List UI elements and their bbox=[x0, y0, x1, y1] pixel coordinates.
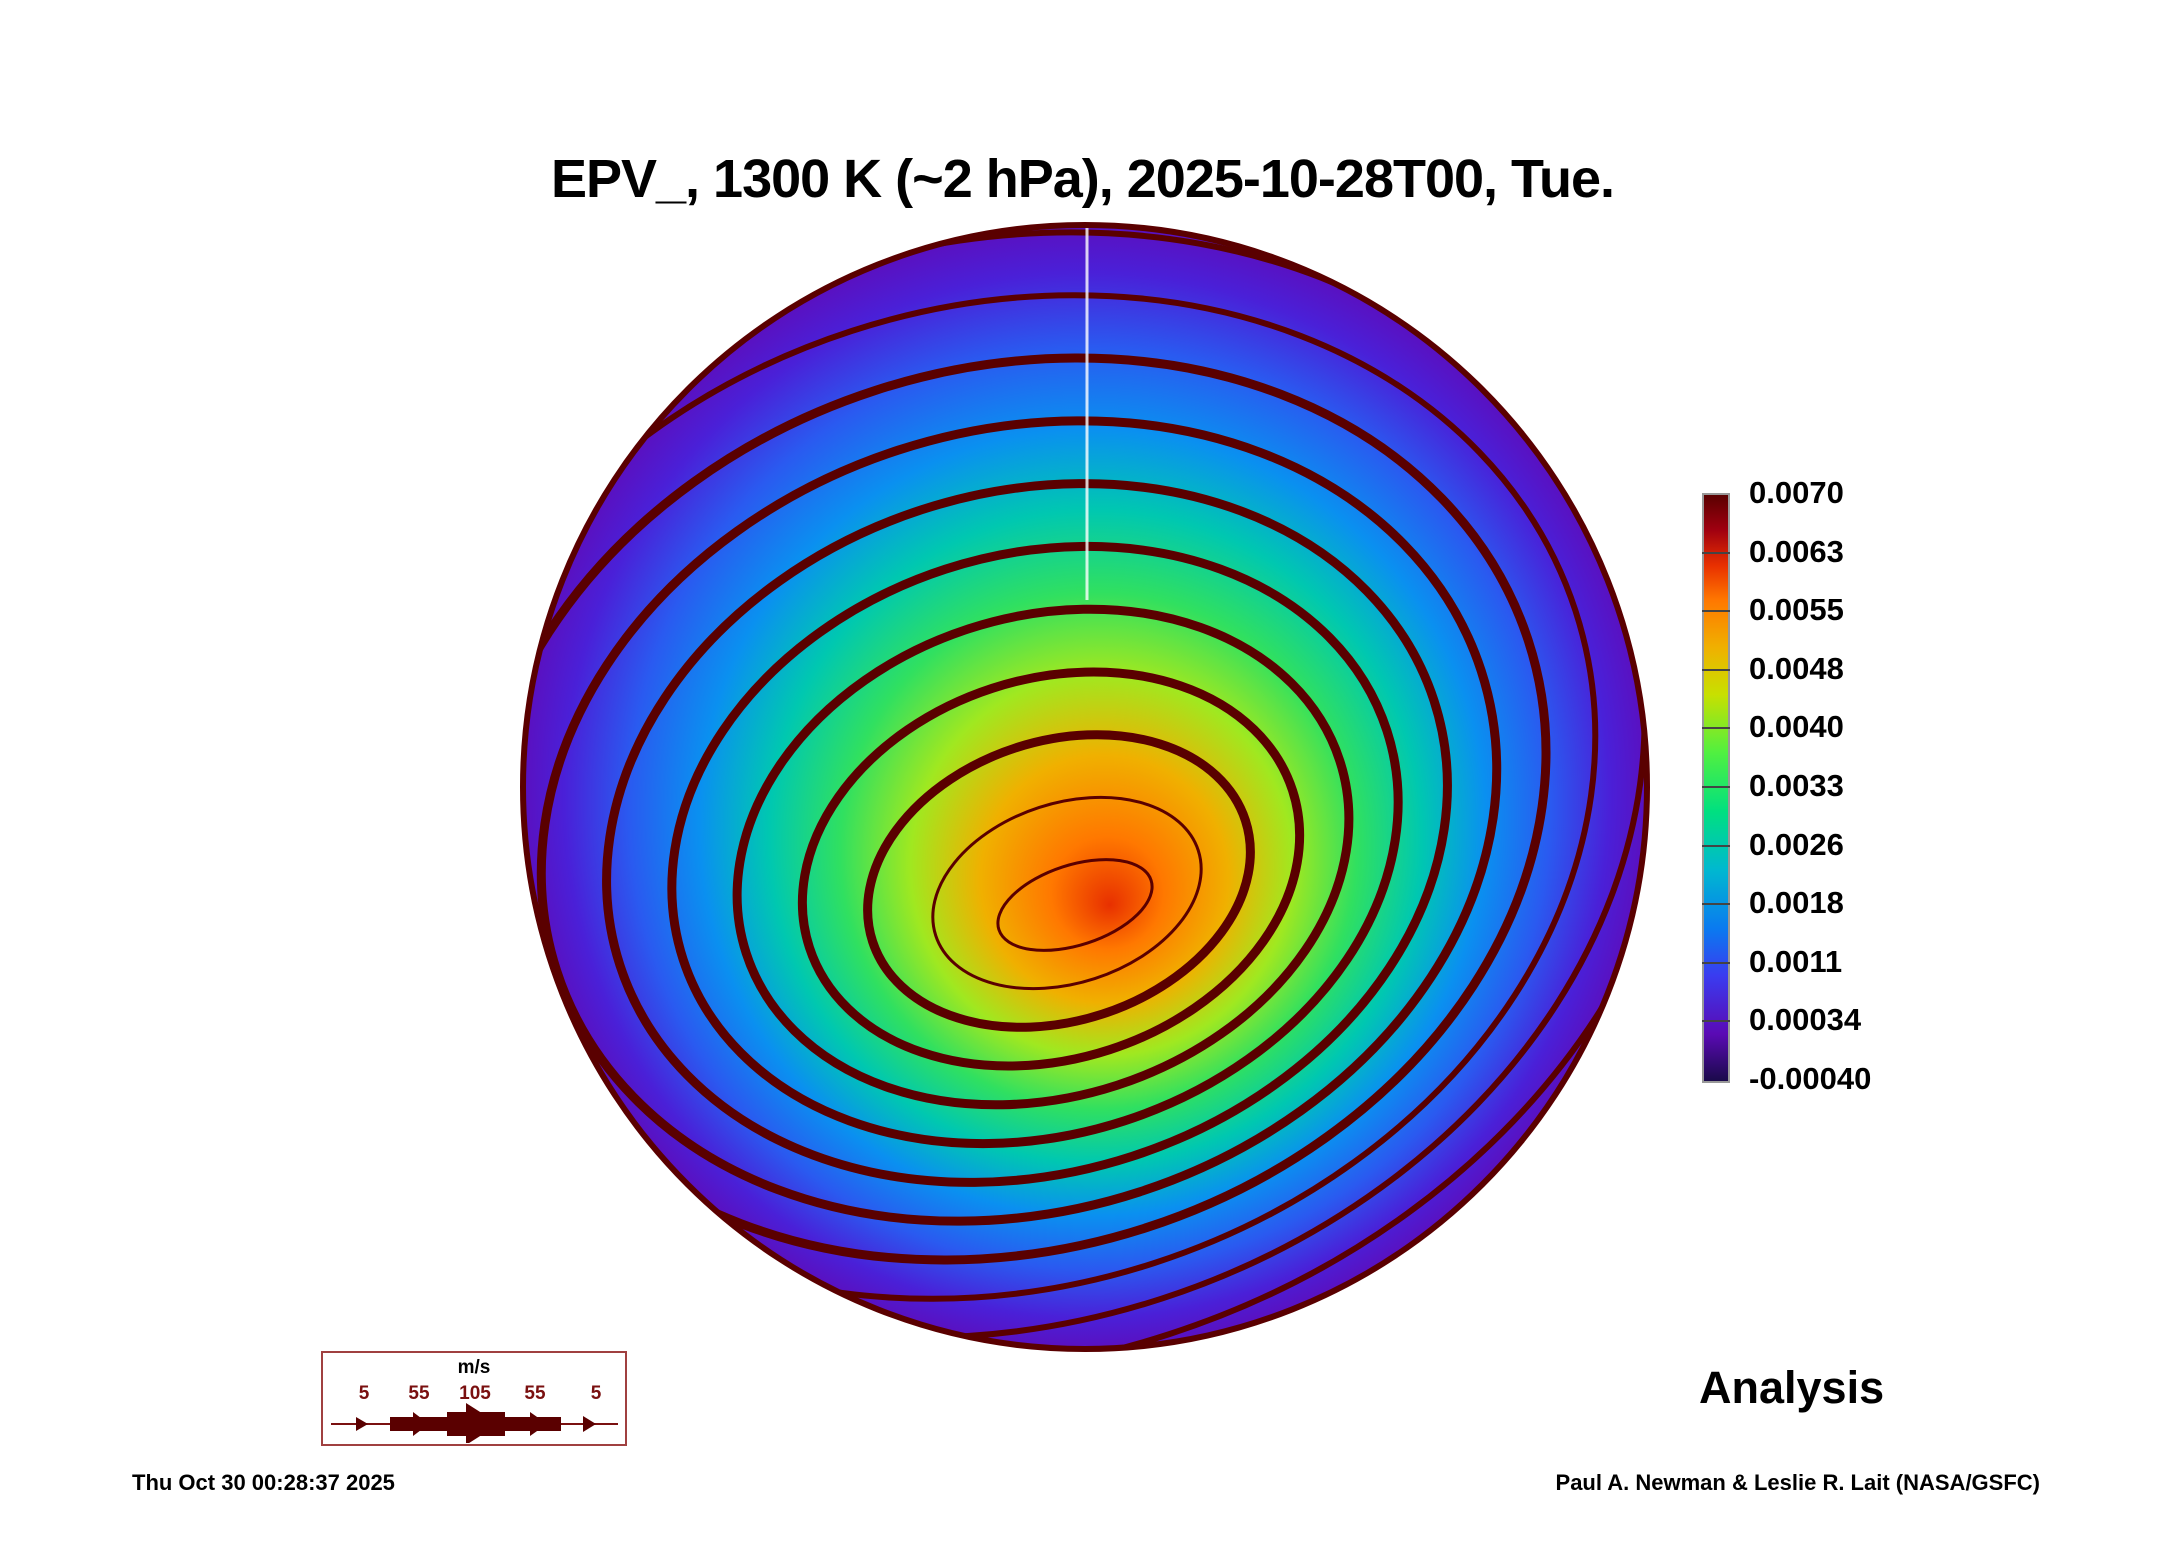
streamline bbox=[996, 858, 1154, 952]
wind-arrow-scale bbox=[331, 1403, 618, 1443]
colorbar-tick bbox=[1702, 610, 1730, 613]
streamline bbox=[602, 479, 1452, 1187]
streamline bbox=[667, 541, 1403, 1149]
colorbar-tick bbox=[1702, 844, 1730, 847]
streamline bbox=[931, 795, 1203, 991]
credit: Paul A. Newman & Leslie R. Lait (NASA/GS… bbox=[1555, 1470, 2040, 1495]
colorbar-tick-label: 0.0040 bbox=[1749, 709, 1844, 745]
legend-value: 55 bbox=[524, 1383, 546, 1404]
colorbar bbox=[1702, 493, 1730, 1083]
timestamp: Thu Oct 30 00:28:37 2025 bbox=[132, 1470, 395, 1495]
colorbar-tick bbox=[1702, 961, 1730, 964]
wind-speed-legend: m/s 5 55 105 55 5 bbox=[321, 1351, 627, 1446]
streamline bbox=[732, 604, 1354, 1110]
analysis-label: Analysis bbox=[1699, 1362, 1885, 1413]
colorbar-tick-label: 0.0048 bbox=[1749, 650, 1844, 686]
colorbar-tick-label: 0.0063 bbox=[1749, 533, 1844, 569]
colorbar-tick bbox=[1702, 786, 1730, 788]
streamline bbox=[523, 225, 1647, 1349]
colorbar-tick-label: 0.0011 bbox=[1749, 943, 1843, 979]
legend-value: 105 bbox=[459, 1383, 491, 1404]
colorbar-tick bbox=[1702, 903, 1730, 906]
streamline bbox=[523, 292, 1599, 1302]
streamline bbox=[797, 667, 1305, 1071]
streamline bbox=[523, 353, 1551, 1265]
legend-value: 5 bbox=[590, 1383, 602, 1404]
colorbar-tick-label: -0.00040 bbox=[1749, 1061, 1872, 1096]
colorbar-tick-label: 0.0070 bbox=[1749, 475, 1844, 510]
colorbar-tick-label: 0.0033 bbox=[1749, 768, 1844, 803]
colorbar-tick-label: 0.0055 bbox=[1749, 592, 1844, 628]
chart-title: EPV_, 1300 K (~2 hPa), 2025-10-28T00, Tu… bbox=[550, 149, 1615, 209]
colorbar-tick-label: 0.00034 bbox=[1749, 1002, 1862, 1038]
colorbar-tick-label: 0.0018 bbox=[1749, 885, 1844, 921]
colorbar-tick bbox=[1702, 668, 1730, 671]
colorbar-tick-label: 0.0026 bbox=[1749, 826, 1844, 862]
streamline bbox=[863, 730, 1255, 1032]
legend-unit: m/s bbox=[457, 1357, 491, 1378]
colorbar-tick bbox=[1702, 727, 1730, 730]
colorbar-tick bbox=[1702, 1020, 1730, 1023]
legend-value: 55 bbox=[408, 1383, 430, 1404]
colorbar-tick bbox=[1702, 551, 1730, 554]
legend-value: 5 bbox=[358, 1383, 370, 1404]
